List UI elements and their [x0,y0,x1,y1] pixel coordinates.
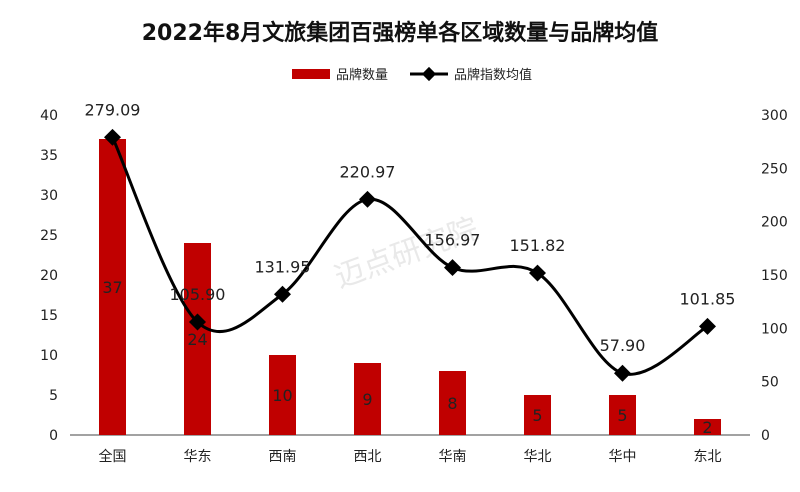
line-data-label: 131.95 [255,257,311,276]
line-data-label: 105.90 [170,285,226,304]
legend-line-marker [421,66,437,82]
y-left-tick-label: 30 [40,188,58,204]
y-left-tick-label: 40 [40,108,58,124]
x-category-label: 西北 [354,449,382,465]
bar-data-labels: 37 24 10 9 8 5 5 2 [102,278,712,437]
line-data-label: 57.90 [600,336,646,355]
bar-data-label: 2 [702,418,712,437]
bar [269,355,296,435]
legend: 品牌数量 品牌指数均值 [292,66,532,83]
y-left-tick-label: 15 [40,308,58,324]
bar-data-label: 5 [532,406,542,425]
y-right-tick-label: 150 [761,268,788,284]
y-axis-right: 0 50 100 150 200 250 300 [761,108,788,444]
x-category-label: 华南 [439,449,467,465]
y-left-tick-label: 5 [49,388,58,404]
bar [609,395,636,435]
y-right-tick-label: 200 [761,215,788,231]
bar-series [99,139,721,435]
legend-bar-swatch [292,69,330,79]
bar-data-label: 10 [272,386,292,405]
line-data-labels: 279.09 105.90 131.95 220.97 156.97 151.82 57.9… [85,100,736,355]
y-right-tick-label: 250 [761,161,788,177]
y-left-tick-label: 25 [40,228,58,244]
y-left-tick-label: 0 [49,428,58,444]
x-category-label: 东北 [694,449,722,465]
x-category-label: 西南 [269,449,297,465]
line-marker [529,264,546,282]
y-right-tick-label: 300 [761,108,788,124]
line-marker [699,317,716,335]
x-axis-categories: 全国 华东 西南 西北 华南 华北 华中 东北 [99,448,722,465]
line-data-label: 151.82 [510,236,566,255]
bar-data-label: 9 [362,390,372,409]
x-category-label: 全国 [99,448,127,465]
x-category-label: 华北 [524,449,552,465]
line-data-label: 156.97 [425,231,481,250]
line-marker [614,364,631,382]
x-category-label: 华中 [609,449,637,465]
bar [524,395,551,435]
bar [439,371,466,435]
legend-bar-label: 品牌数量 [336,67,388,83]
bar-data-label: 5 [617,406,627,425]
line-markers [104,128,716,382]
bar-data-label: 37 [102,278,122,297]
line-data-label: 220.97 [340,162,396,181]
bar-data-label: 8 [447,394,457,413]
y-right-tick-label: 50 [761,375,779,391]
y-left-tick-label: 10 [40,348,58,364]
line-marker [274,285,291,303]
chart-title: 2022年8月文旅集团百强榜单各区域数量与品牌均值 [142,20,659,46]
line-marker [189,313,206,331]
y-right-tick-label: 100 [761,321,788,337]
y-right-tick-label: 0 [761,428,770,444]
legend-line-label: 品牌指数均值 [454,67,532,83]
bar [354,363,381,435]
y-axis-left: 0 5 10 15 20 25 30 35 40 [40,108,58,444]
bar [99,139,126,435]
bar [184,243,211,435]
line-marker [444,259,461,277]
line-data-label: 279.09 [85,100,141,119]
x-category-label: 华东 [184,449,212,465]
bar [694,419,721,435]
line-marker [359,190,376,208]
y-left-tick-label: 20 [40,268,58,284]
line-data-label: 101.85 [680,289,736,308]
bar-data-label: 24 [187,330,207,349]
y-left-tick-label: 35 [40,148,58,164]
line-marker [104,128,121,146]
